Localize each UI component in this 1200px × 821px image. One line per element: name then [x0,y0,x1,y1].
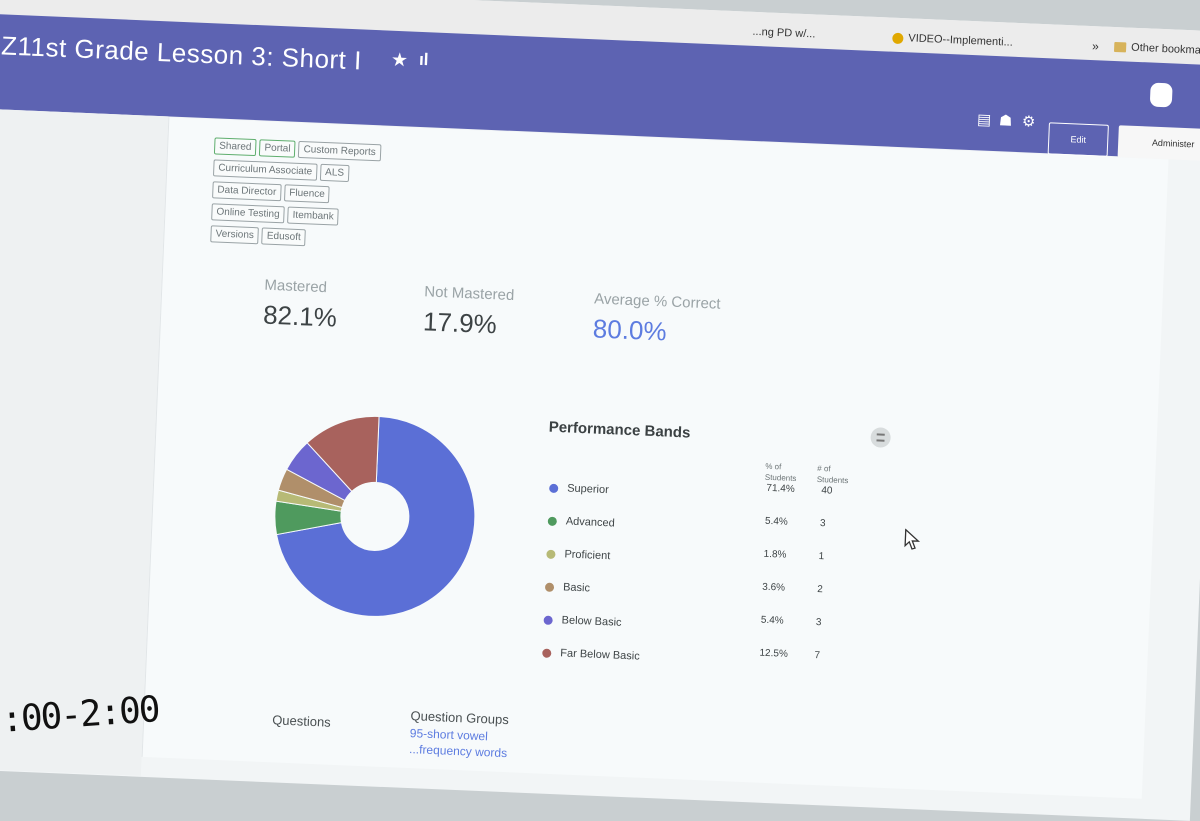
legend-dot-icon [547,516,558,526]
tag-custom-reports[interactable]: Custom Reports [298,140,382,162]
legend-dot-icon [549,483,559,493]
mastered-value: 82.1% [262,299,338,333]
report-panel: Shared Portal Custom Reports Curriculum … [141,117,1169,799]
average-correct-label: Average % Correct [593,290,721,313]
tag-edusoft[interactable]: Edusoft [261,227,307,247]
band-count: 40 [821,485,833,497]
tag-data-director[interactable]: Data Director [212,181,282,202]
menu-icon[interactable] [870,427,892,448]
donut-svg [273,412,479,620]
band-count: 2 [816,584,823,596]
mouse-cursor-icon [904,528,921,550]
band-row: Below Basic [543,614,622,629]
performance-bands-title: Performance Bands [548,418,691,442]
col-header-count: # of Students [816,463,849,486]
apps-icon[interactable] [1149,82,1173,108]
band-pct: 71.4% [766,482,795,495]
donut-slice-far-below-basic[interactable] [305,414,380,493]
band-pct: 5.4% [764,515,789,528]
bookmark-item[interactable]: ...ng PD w/... [752,26,815,41]
tag-portal[interactable]: Portal [259,139,296,158]
performance-donut-chart [268,392,483,640]
donut-slice-superior[interactable] [273,412,479,620]
band-row: Basic [544,581,591,595]
questions-label: Questions [271,712,332,730]
band-label: Below Basic [561,614,622,629]
tag-itembank[interactable]: Itembank [287,206,340,226]
double-chevron-right-icon[interactable]: » [1091,39,1100,54]
page-title: Z11st Grade Lesson 3: Short I [0,30,363,76]
band-label: Basic [562,581,591,595]
add-user-icon[interactable]: ☗ [998,112,1013,130]
tag-versions[interactable]: Versions [210,225,260,245]
not-mastered-value: 17.9% [422,306,498,340]
band-row: Proficient [546,548,611,563]
tag-list: Shared Portal Custom Reports Curriculum … [210,137,454,257]
tag-online-testing[interactable]: Online Testing [211,203,285,224]
folder-icon [1113,41,1127,53]
legend-dot-icon [546,549,556,559]
administer-button[interactable]: Administer [1117,125,1200,162]
tag-als[interactable]: ALS [319,163,350,183]
band-pct: 3.6% [762,581,786,594]
band-row: Superior [549,482,609,496]
bar-chart-icon[interactable]: ıl [418,49,429,70]
legend-dot-icon [544,582,555,592]
gear-icon[interactable]: ⚙ [1021,113,1036,131]
tag-shared[interactable]: Shared [213,137,257,157]
legend-dot-icon [542,648,552,658]
band-row: Advanced [547,515,615,530]
tag-fluence[interactable]: Fluence [283,184,331,204]
bookmark-item[interactable]: VIDEO--Implementi... [892,32,1013,49]
col-header-pct: % of Students [764,461,797,484]
not-mastered-label: Not Mastered [423,283,515,305]
bookmark-folder[interactable]: Other bookma [1113,41,1200,57]
question-groups-label: Question Groups [410,708,510,728]
band-label: Proficient [564,548,611,563]
band-label: Superior [566,482,610,497]
question-group-link-2[interactable]: ...frequency words [408,742,508,761]
band-row: Far Below Basic [542,647,640,663]
bookmark-label: VIDEO--Implementi... [908,32,1014,49]
band-count: 7 [814,649,821,662]
band-count: 3 [819,518,826,530]
band-count: 3 [815,616,822,629]
edit-button[interactable]: Edit [1047,122,1109,157]
legend-dot-icon [543,615,553,625]
band-count: 1 [818,551,825,563]
bookmark-favicon-icon [892,32,904,44]
bookmark-label: Other bookma [1130,41,1200,57]
tag-curriculum-associate[interactable]: Curriculum Associate [212,159,318,181]
band-label: Far Below Basic [560,647,640,663]
band-pct: 1.8% [763,548,787,561]
band-pct: 12.5% [759,647,789,660]
band-label: Advanced [565,515,615,530]
question-group-link[interactable]: 95-short vowel [409,726,489,744]
bookmark-label: ...ng PD w/... [752,25,816,41]
star-icon[interactable]: ★ [390,49,409,72]
average-correct-value: 80.0% [592,313,668,347]
document-icon[interactable]: ▤ [976,111,992,129]
left-gutter [0,108,169,776]
mastered-label: Mastered [264,276,328,297]
band-pct: 5.4% [760,614,784,627]
